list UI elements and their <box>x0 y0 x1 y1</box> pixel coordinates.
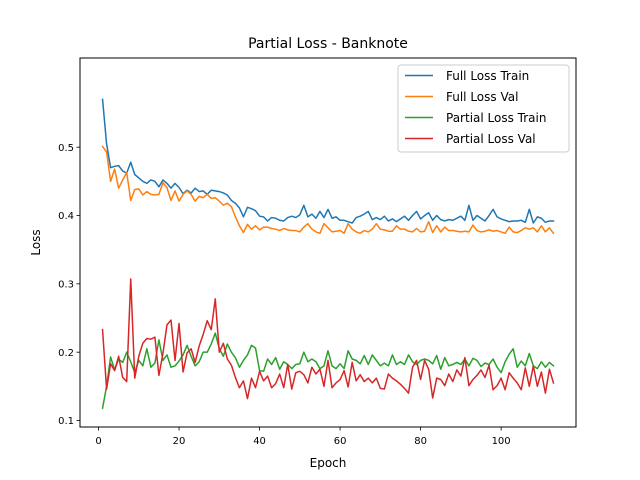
y-tick-label: 0.5 <box>58 143 74 154</box>
y-tick-label: 0.3 <box>58 279 74 290</box>
y-tick-label: 0.4 <box>58 211 74 222</box>
legend: Full Loss Train Full Loss Val Partial Loss… <box>397 64 570 153</box>
series-line-2 <box>101 145 555 235</box>
legend-label: Full Loss Train <box>446 69 529 83</box>
series-line-1 <box>101 98 555 224</box>
y-tick-label: 0.1 <box>58 416 74 427</box>
legend-label: Partial Loss Train <box>446 111 546 125</box>
x-axis-label: Epoch <box>310 456 347 470</box>
y-axis-ticks: 0.1 0.2 0.3 0.4 0.5 <box>58 143 80 427</box>
x-axis-ticks: 0 20 40 60 80 100 <box>95 427 511 447</box>
x-tick-label: 40 <box>253 436 266 447</box>
plot-frame <box>79 57 577 428</box>
plot-lines <box>101 98 555 410</box>
y-axis-label: Loss <box>29 229 43 255</box>
legend-box <box>397 64 570 153</box>
y-tick-label: 0.2 <box>58 348 74 359</box>
x-tick-label: 20 <box>173 436 186 447</box>
legend-label: Full Loss Val <box>446 90 518 104</box>
series-line-3 <box>101 332 555 410</box>
legend-label: Partial Loss Val <box>446 132 536 146</box>
chart-title: Partial Loss - Banknote <box>248 36 408 52</box>
x-tick-label: 100 <box>492 436 511 447</box>
x-tick-label: 60 <box>334 436 347 447</box>
x-tick-label: 80 <box>414 436 427 447</box>
x-tick-label: 0 <box>95 436 101 447</box>
series-line-4 <box>101 278 555 400</box>
